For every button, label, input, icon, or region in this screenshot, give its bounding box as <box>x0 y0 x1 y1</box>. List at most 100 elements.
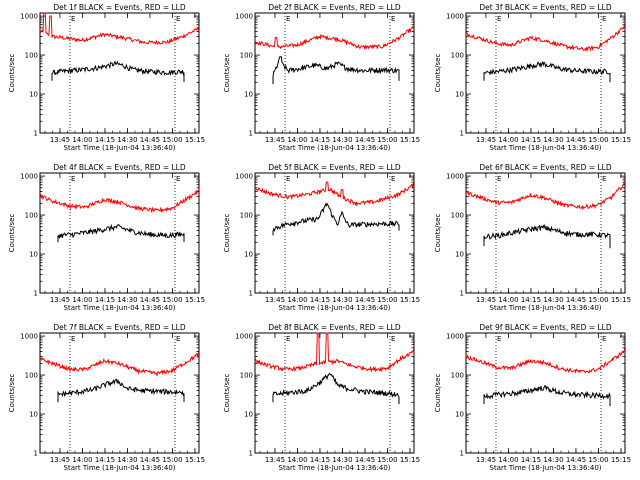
x-tick-label: 13:45 <box>265 456 285 464</box>
x-tick-label: 14:00 <box>498 456 518 464</box>
plot-frame <box>465 172 626 294</box>
chart-title: Det 1f BLACK = Events, RED = LLD <box>53 3 186 12</box>
y-tick-label: 100 <box>240 52 253 60</box>
time-marker-label: E <box>497 15 501 23</box>
y-tick-label: 1000 <box>446 333 464 341</box>
x-tick-label: 14:00 <box>498 136 518 144</box>
y-tick-label: 1000 <box>446 173 464 181</box>
lld-series-line <box>254 26 415 51</box>
x-tick-label: 14:15 <box>521 296 541 304</box>
plot-frame <box>39 12 200 134</box>
x-tick-label: 14:15 <box>521 456 541 464</box>
events-series-line <box>57 378 185 403</box>
y-tick-label: 1 <box>460 450 464 458</box>
x-tick-label: 14:00 <box>498 296 518 304</box>
y-axis-label: Counts/sec <box>223 54 231 93</box>
y-tick-label: 10 <box>29 91 38 99</box>
chart-panel-6: Det 6f BLACK = Events, RED = LLD 1 10 100 10… <box>434 163 631 312</box>
y-tick-label: 1000 <box>446 13 464 21</box>
time-marker-label: E <box>391 15 395 23</box>
lld-series-line <box>254 181 415 207</box>
y-axis-label: Counts/sec <box>223 214 231 253</box>
x-tick-label: 14:15 <box>521 136 541 144</box>
x-axis-label: Start Time (18-Jun-04 13:36:40) <box>279 464 391 472</box>
y-tick-label: 1000 <box>235 173 253 181</box>
y-tick-label: 10 <box>455 411 464 419</box>
chart-title: Det 3f BLACK = Events, RED = LLD <box>479 3 612 12</box>
y-tick-label: 1000 <box>235 13 253 21</box>
plot-frame <box>254 172 415 294</box>
lld-series-line <box>39 12 200 46</box>
x-tick-label: 13:45 <box>50 136 70 144</box>
x-tick-label: 14:45 <box>355 136 375 144</box>
x-tick-label: 14:45 <box>140 296 160 304</box>
x-axis-label: Start Time (18-Jun-04 13:36:40) <box>490 304 602 312</box>
x-tick-label: 15:15 <box>611 136 631 144</box>
y-axis-label: Counts/sec <box>434 214 442 253</box>
y-tick-label: 1000 <box>20 13 38 21</box>
y-tick-label: 10 <box>244 251 253 259</box>
x-tick-label: 15:00 <box>588 296 608 304</box>
lld-series-line <box>465 181 626 211</box>
lld-series-line <box>39 352 200 378</box>
y-tick-label: 1 <box>460 290 464 298</box>
x-tick-label: 13:45 <box>476 296 496 304</box>
y-tick-label: 10 <box>29 251 38 259</box>
time-marker-label: E <box>176 175 180 183</box>
time-marker-label: E <box>391 175 395 183</box>
y-axis-label: Counts/sec <box>8 374 16 413</box>
y-tick-label: 10 <box>29 411 38 419</box>
x-tick-label: 14:30 <box>543 296 563 304</box>
plot-frame <box>465 12 626 134</box>
y-tick-label: 10 <box>455 251 464 259</box>
y-tick-label: 100 <box>25 52 38 60</box>
x-axis-label: Start Time (18-Jun-04 13:36:40) <box>279 304 391 312</box>
x-tick-label: 14:15 <box>95 296 115 304</box>
events-series-line <box>272 56 400 85</box>
x-tick-label: 14:00 <box>72 456 92 464</box>
chart-title: Det 8f BLACK = Events, RED = LLD <box>268 323 401 332</box>
x-tick-label: 13:45 <box>265 136 285 144</box>
x-axis-label: Start Time (18-Jun-04 13:36:40) <box>490 464 602 472</box>
x-tick-label: 15:00 <box>162 296 182 304</box>
y-tick-label: 1 <box>34 450 38 458</box>
x-tick-label: 15:15 <box>185 136 205 144</box>
events-series-line <box>483 60 611 83</box>
x-tick-label: 15:15 <box>400 456 420 464</box>
lld-series-line <box>39 189 200 214</box>
time-marker-label: E <box>71 175 75 183</box>
time-marker-label: E <box>176 335 180 343</box>
x-tick-label: 14:15 <box>310 136 330 144</box>
time-marker-label: E <box>602 335 606 343</box>
y-tick-label: 100 <box>240 212 253 220</box>
y-tick-label: 100 <box>451 52 464 60</box>
time-marker-label: E <box>497 175 501 183</box>
x-axis-label: Start Time (18-Jun-04 13:36:40) <box>64 304 176 312</box>
x-tick-label: 14:30 <box>543 456 563 464</box>
y-tick-label: 1000 <box>235 333 253 341</box>
lld-series-line <box>465 25 625 53</box>
plot-frame <box>254 12 415 134</box>
chart-title: Det 4f BLACK = Events, RED = LLD <box>53 163 186 172</box>
x-tick-label: 15:00 <box>377 296 397 304</box>
x-tick-label: 14:30 <box>332 136 352 144</box>
x-tick-label: 15:15 <box>611 456 631 464</box>
x-axis-label: Start Time (18-Jun-04 13:36:40) <box>64 144 176 152</box>
x-tick-label: 13:45 <box>50 456 70 464</box>
events-series-line <box>51 60 185 83</box>
x-tick-label: 13:45 <box>50 296 70 304</box>
x-axis-label: Start Time (18-Jun-04 13:36:40) <box>64 464 176 472</box>
x-tick-label: 14:00 <box>287 136 307 144</box>
y-tick-label: 1 <box>249 130 253 138</box>
y-tick-label: 10 <box>244 91 253 99</box>
chart-panel-5: Det 5f BLACK = Events, RED = LLD 1 10 100 10… <box>223 163 420 312</box>
plot-frame <box>39 172 200 294</box>
events-series-line <box>272 202 400 236</box>
y-tick-label: 1 <box>249 450 253 458</box>
y-axis-label: Counts/sec <box>8 54 16 93</box>
chart-panel-9: Det 9f BLACK = Events, RED = LLD 1 10 100 10… <box>434 323 631 472</box>
x-tick-label: 15:00 <box>588 456 608 464</box>
lld-series-line <box>465 348 626 374</box>
x-tick-label: 14:30 <box>332 456 352 464</box>
